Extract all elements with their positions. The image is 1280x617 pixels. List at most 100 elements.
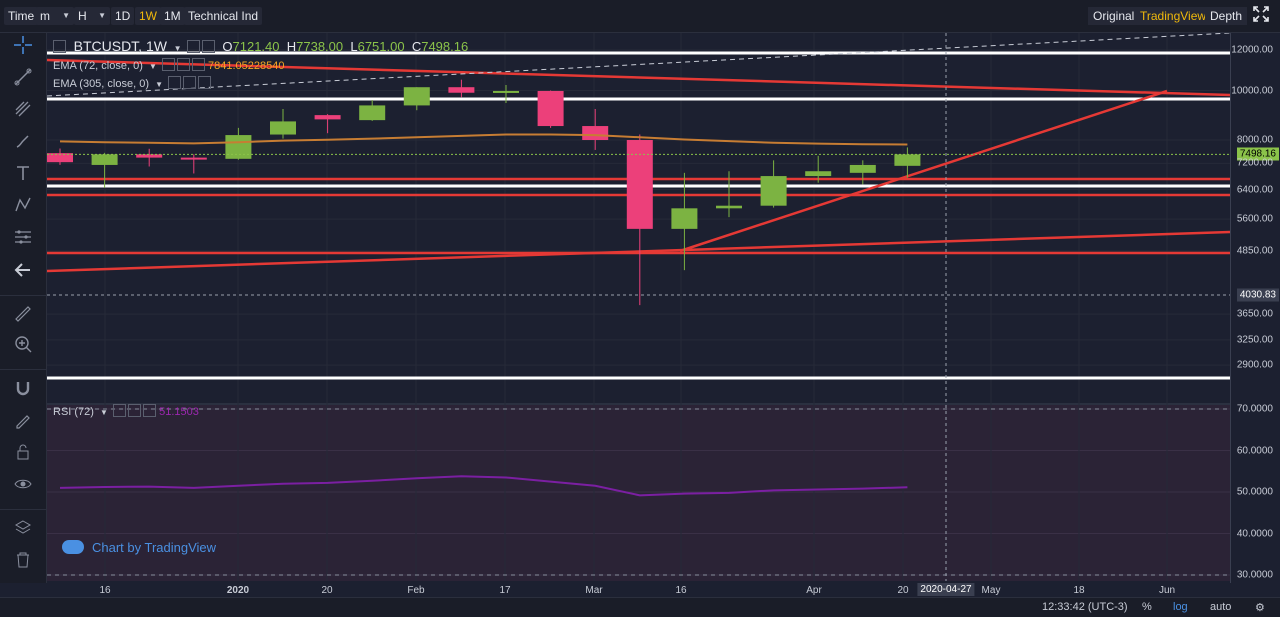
- high-value: 7738.00: [296, 39, 344, 54]
- view-depth-label: Depth: [1210, 9, 1243, 23]
- close-icon[interactable]: [143, 404, 157, 417]
- technical-indicators-button[interactable]: Technical Ind: [184, 7, 263, 25]
- layers-icon[interactable]: [10, 519, 36, 543]
- time-axis-label: 2020: [226, 585, 250, 596]
- auto-toggle[interactable]: auto: [1210, 601, 1232, 613]
- chevron-down-icon[interactable]: ▼: [148, 62, 157, 71]
- symbol-interval[interactable]: BTCUSDT, 1W: [73, 38, 167, 54]
- measure-icon[interactable]: [10, 228, 36, 252]
- crosshair-icon[interactable]: [10, 36, 36, 60]
- toolbar-divider: [0, 295, 46, 296]
- close-icon[interactable]: [198, 76, 212, 89]
- close-icon[interactable]: [191, 58, 205, 71]
- rsi-pane-background: [47, 405, 1230, 581]
- candle-body: [894, 154, 921, 166]
- toolbar-divider: [0, 509, 46, 510]
- ema72-legend: EMA (72, close, 0) ▼ 7841.05228540: [53, 58, 284, 72]
- technical-indicators-label: Technical Ind: [188, 9, 259, 23]
- log-toggle[interactable]: log: [1173, 601, 1188, 613]
- watermark-text: Chart by TradingView: [92, 540, 217, 555]
- time-axis-label: Feb: [407, 585, 425, 596]
- crosshair-price-tag: 4030.83: [1236, 288, 1279, 302]
- chevron-down-icon[interactable]: ▼: [155, 80, 163, 89]
- time-button[interactable]: Time: [4, 7, 39, 25]
- chevron-down-icon[interactable]: ▼: [173, 44, 182, 53]
- minute-dropdown[interactable]: m ▼: [36, 7, 74, 25]
- candle-body: [493, 90, 519, 93]
- eye-icon[interactable]: [10, 475, 36, 499]
- close-icon[interactable]: [202, 40, 216, 53]
- interval-1w-label: 1W: [139, 9, 157, 23]
- magnet-icon[interactable]: [10, 379, 36, 403]
- view-depth-button[interactable]: Depth: [1205, 7, 1248, 25]
- view-original-button[interactable]: Original: [1088, 7, 1140, 25]
- hour-dropdown[interactable]: H ▼: [74, 7, 110, 25]
- view-tradingview-button[interactable]: TradingView: [1135, 7, 1212, 25]
- open-value: 7121.40: [232, 39, 280, 54]
- high-label: H: [286, 39, 297, 54]
- candle-body: [626, 140, 653, 229]
- candle-body: [270, 121, 296, 135]
- text-tool-icon[interactable]: [10, 164, 36, 188]
- pitchfork-icon[interactable]: [10, 100, 36, 124]
- collapse-legend-icon[interactable]: [53, 40, 66, 53]
- eye-icon[interactable]: [168, 76, 182, 89]
- open-label: O: [222, 39, 233, 54]
- candle-body: [359, 105, 386, 121]
- price-axis-label: 7200.00: [1236, 157, 1273, 169]
- price-axis[interactable]: 7498.16 4030.83 12000.00 10000.00 8000.00 7…: [1230, 33, 1280, 583]
- time-axis-label: May: [981, 585, 1001, 596]
- pattern-icon[interactable]: [10, 196, 36, 220]
- price-chart[interactable]: [47, 33, 1230, 583]
- candle-body: [136, 154, 163, 158]
- time-axis-label: Jun: [1158, 585, 1176, 596]
- trash-icon[interactable]: [10, 551, 36, 575]
- zoom-in-icon[interactable]: [10, 335, 36, 359]
- toolbar-divider: [0, 369, 46, 370]
- candle-body: [805, 171, 832, 177]
- settings-icon[interactable]: [176, 58, 190, 71]
- settings-icon[interactable]: [128, 404, 142, 417]
- tradingview-watermark[interactable]: Chart by TradingView: [62, 540, 216, 555]
- rsi-value: 51.1503: [159, 406, 199, 418]
- fullscreen-icon[interactable]: [1252, 6, 1270, 24]
- interval-1d-button[interactable]: 1D: [111, 7, 135, 25]
- time-axis-label: Mar: [585, 585, 603, 596]
- time-axis-label: 16: [675, 585, 687, 596]
- candle-body: [91, 154, 118, 165]
- trend-line-icon[interactable]: [10, 68, 36, 92]
- clock: 12:33:42 (UTC-3): [1042, 601, 1128, 613]
- close-value: 7498.16: [421, 39, 469, 54]
- hour-label: H: [78, 9, 87, 23]
- interval-1m-button[interactable]: 1M: [160, 7, 185, 25]
- interval-1w-button[interactable]: 1W: [135, 7, 161, 25]
- close-label: C: [411, 39, 422, 54]
- top-toolbar: Time m ▼ H ▼ 1D 1W 1M Technical Ind Origin…: [0, 0, 1280, 33]
- candle-body: [716, 205, 742, 209]
- settings-icon[interactable]: [187, 40, 201, 53]
- eye-icon[interactable]: [113, 404, 127, 417]
- arrow-left-icon[interactable]: [10, 261, 36, 285]
- brush-icon[interactable]: [10, 132, 36, 156]
- price-axis-label: 3250.00: [1236, 334, 1273, 346]
- percent-toggle[interactable]: %: [1142, 601, 1152, 613]
- ruler-icon[interactable]: [10, 305, 36, 329]
- rsi-title[interactable]: RSI (72): [53, 406, 94, 418]
- settings-icon[interactable]: ⚙: [1255, 602, 1265, 614]
- crosshair-date-tag: 2020-04-27: [917, 583, 975, 596]
- candle-body: [47, 153, 73, 163]
- ema305-title[interactable]: EMA (305, close, 0): [53, 78, 149, 90]
- eye-icon[interactable]: [161, 58, 175, 71]
- candle-body: [760, 176, 787, 206]
- time-axis[interactable]: Jun 18 May 20 Apr 16 Mar 17 Feb 20 2020 16 2020-04-…: [47, 583, 1230, 597]
- time-axis-label: Apr: [806, 585, 822, 596]
- chevron-down-icon[interactable]: ▼: [100, 408, 108, 417]
- drawing-toolbar: [0, 33, 47, 583]
- time-axis-label: 18: [1073, 585, 1085, 596]
- chevron-down-icon: ▼: [62, 11, 70, 20]
- lock-icon[interactable]: [10, 443, 36, 467]
- price-axis-label: 4850.00: [1236, 245, 1273, 257]
- stay-drawing-icon[interactable]: [10, 411, 36, 435]
- ema72-title[interactable]: EMA (72, close, 0): [53, 60, 143, 72]
- settings-icon[interactable]: [183, 76, 197, 89]
